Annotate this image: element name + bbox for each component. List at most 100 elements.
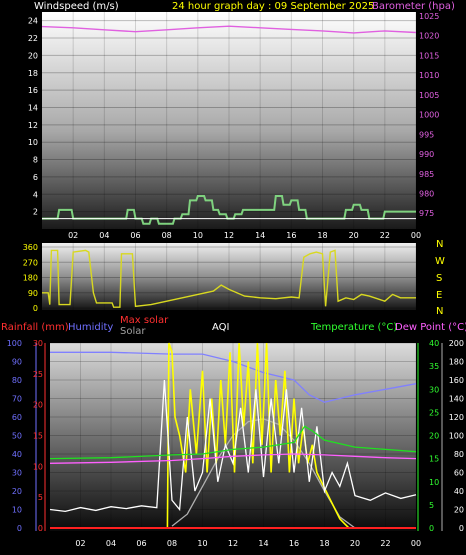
hour-tick-label: 04: [106, 539, 116, 548]
direction-tick-label: 90: [28, 289, 38, 298]
humidity-y-axis: 0 10 20 30 40 50 60 70 80 90 100: [7, 339, 22, 533]
legend-rainfall: Rainfall (mm): [1, 322, 69, 333]
compass-s: S: [436, 273, 442, 284]
hour-tick-label: 22: [380, 539, 390, 548]
hour-tick-label: 12: [224, 231, 234, 240]
humidity-tick-label: 70: [12, 395, 22, 404]
temperature-y-axis: 0 5 10 15 20 25 30 35 40: [429, 339, 439, 533]
solar-tick-label: 60: [454, 469, 464, 478]
temperature-tick-label: 40: [429, 339, 439, 348]
barometer-tick-label: 1020: [419, 32, 439, 41]
graph-title: 24 hour graph day : 09 September 2025: [172, 1, 374, 12]
legend-max-solar: Max solar: [120, 315, 169, 326]
solar-tick-label: 140: [449, 395, 464, 404]
wind-x-axis: 02 04 06 08 10 12 14 16 18 20 22 00: [68, 231, 421, 240]
rain-tick-label: 25: [33, 370, 43, 379]
temperature-line: [49, 425, 417, 460]
hour-tick-label: 16: [286, 231, 296, 240]
wind-panel: [42, 12, 416, 229]
solar-y-axis: 0 20 40 60 80 100 120 140 160 180 200: [449, 339, 464, 533]
rain-tick-label: 10: [33, 462, 43, 471]
hour-tick-label: 20: [350, 539, 360, 548]
windspeed-tick-label: 8: [33, 156, 38, 165]
solar-tick-label: 0: [459, 524, 464, 533]
hour-tick-label: 16: [289, 539, 299, 548]
direction-series: [42, 249, 416, 308]
direction-y-axis: 0 90 180 270 360: [23, 243, 38, 313]
barometer-tick-label: 975: [419, 209, 434, 218]
direction-tick-label: 360: [23, 243, 38, 252]
weather-panel-grid: [50, 342, 417, 529]
hour-tick-label: 02: [68, 231, 78, 240]
hour-tick-label: 06: [136, 539, 146, 548]
direction-tick-label: 0: [33, 304, 38, 313]
humidity-tick-label: 60: [12, 413, 22, 422]
windspeed-tick-label: 10: [28, 138, 38, 147]
rain-tick-label: 15: [33, 432, 43, 441]
windspeed-tick-label: 22: [28, 34, 38, 43]
humidity-tick-label: 90: [12, 358, 22, 367]
legend-dew-point: Dew Point (°C): [395, 322, 466, 333]
wind-panel-grid: [42, 12, 417, 229]
hour-tick-label: 14: [258, 539, 268, 548]
windspeed-tick-label: 24: [28, 17, 38, 26]
windspeed-tick-label: 20: [28, 51, 38, 60]
humidity-tick-label: 50: [12, 432, 22, 441]
legend-humidity: Humidity: [68, 322, 113, 333]
weather-series: [49, 342, 417, 529]
solar-tick-label: 40: [454, 487, 464, 496]
barometer-tick-label: 980: [419, 189, 434, 198]
humidity-tick-label: 0: [17, 524, 22, 533]
wind-speed-line: [42, 195, 416, 225]
humidity-tick-label: 20: [12, 487, 22, 496]
windspeed-tick-label: 4: [33, 190, 38, 199]
windspeed-tick-label: 14: [28, 103, 38, 112]
solar-tick-label: 200: [449, 339, 464, 348]
wind-series: [41, 25, 417, 225]
legend-solar: Solar: [120, 326, 146, 337]
solar-tick-label: 160: [449, 376, 464, 385]
humidity-tick-label: 10: [12, 506, 22, 515]
windspeed-tick-label: 2: [33, 208, 38, 217]
compass-n-top: N: [436, 239, 443, 250]
barometer-tick-label: 1025: [419, 12, 439, 21]
temperature-tick-label: 35: [429, 362, 439, 371]
hour-tick-label: 12: [228, 539, 238, 548]
hour-tick-label: 20: [349, 231, 359, 240]
legend-temperature: Temperature (°C): [310, 322, 397, 333]
windspeed-tick-label: 16: [28, 86, 38, 95]
rain-tick-label: 30: [33, 339, 43, 348]
barometer-y-axis: 975 980 985 990 995 1000 1005 1010 1015 1020 1025: [419, 12, 439, 218]
hour-tick-label: 08: [162, 231, 172, 240]
rain-y-axis: 0 5 10 15 20 25 30: [33, 339, 43, 533]
legend-aqi: AQI: [212, 322, 230, 333]
compass-e: E: [436, 290, 442, 301]
hour-tick-label: 00: [411, 231, 421, 240]
compass-w: W: [435, 256, 445, 267]
hour-tick-label: 08: [167, 539, 177, 548]
solar-tick-label: 180: [449, 358, 464, 367]
hour-tick-label: 22: [380, 231, 390, 240]
windspeed-tick-label: 6: [33, 173, 38, 182]
temperature-tick-label: 15: [429, 455, 439, 464]
rain-tick-label: 0: [38, 524, 43, 533]
barometer-tick-label: 990: [419, 150, 434, 159]
hour-tick-label: 02: [75, 539, 85, 548]
barometer-tick-label: 1000: [419, 111, 439, 120]
direction-tick-label: 270: [23, 258, 38, 267]
compass-n-bottom: N: [436, 306, 443, 317]
wind-direction-line: [42, 249, 416, 308]
windspeed-tick-label: 12: [28, 121, 38, 130]
solar-tick-label: 120: [449, 413, 464, 422]
humidity-tick-label: 30: [12, 469, 22, 478]
hour-tick-label: 18: [317, 231, 327, 240]
temperature-tick-label: 10: [429, 478, 439, 487]
aqi-line: [49, 379, 417, 513]
humidity-tick-label: 40: [12, 450, 22, 459]
hour-tick-label: 10: [193, 231, 203, 240]
dew-point-line: [49, 453, 417, 464]
barometer-tick-label: 995: [419, 130, 434, 139]
humidity-tick-label: 80: [12, 376, 22, 385]
